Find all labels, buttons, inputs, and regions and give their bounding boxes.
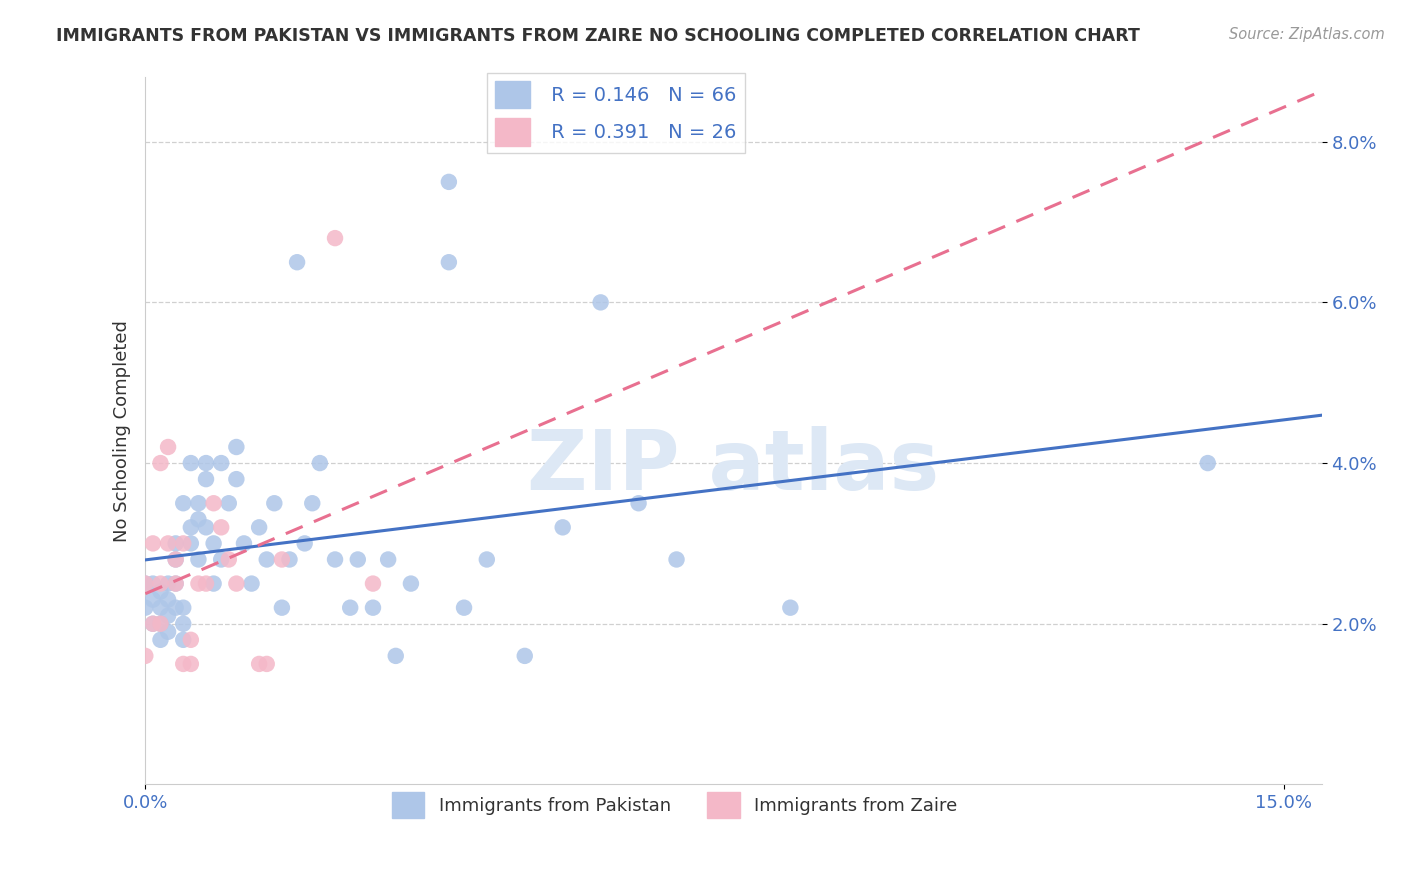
Point: [301, 496, 323, 510]
Point: [195, 472, 218, 486]
Point: [165, 536, 187, 550]
Point: [202, 496, 225, 510]
Point: [149, 576, 172, 591]
Point: [134, 600, 156, 615]
Point: [665, 552, 688, 566]
Point: [218, 552, 240, 566]
Point: [285, 255, 308, 269]
Point: [180, 632, 202, 647]
Point: [361, 576, 384, 591]
Point: [453, 600, 475, 615]
Point: [157, 536, 180, 550]
Point: [165, 600, 187, 615]
Point: [142, 616, 165, 631]
Point: [134, 576, 156, 591]
Point: [1197, 456, 1219, 470]
Point: [278, 552, 301, 566]
Point: [308, 456, 330, 470]
Point: [271, 600, 294, 615]
Point: [187, 512, 209, 526]
Point: [149, 632, 172, 647]
Point: [437, 255, 460, 269]
Text: ZIP atlas: ZIP atlas: [527, 425, 939, 507]
Point: [165, 576, 187, 591]
Point: [149, 600, 172, 615]
Point: [218, 496, 240, 510]
Point: [187, 552, 209, 566]
Point: [157, 624, 180, 639]
Point: [323, 231, 346, 245]
Point: [202, 536, 225, 550]
Y-axis label: No Schooling Completed: No Schooling Completed: [114, 320, 131, 541]
Point: [149, 584, 172, 599]
Point: [165, 552, 187, 566]
Point: [225, 576, 247, 591]
Point: [180, 536, 202, 550]
Point: [437, 175, 460, 189]
Point: [195, 520, 218, 534]
Point: [172, 496, 194, 510]
Point: [339, 600, 361, 615]
Point: [209, 456, 232, 470]
Point: [361, 600, 384, 615]
Legend: Immigrants from Pakistan, Immigrants from Zaire: Immigrants from Pakistan, Immigrants fro…: [385, 785, 965, 825]
Text: Source: ZipAtlas.com: Source: ZipAtlas.com: [1229, 27, 1385, 42]
Point: [134, 648, 156, 663]
Point: [202, 576, 225, 591]
Point: [195, 576, 218, 591]
Point: [142, 592, 165, 607]
Point: [225, 440, 247, 454]
Point: [346, 552, 368, 566]
Point: [377, 552, 399, 566]
Point: [172, 657, 194, 671]
Point: [187, 496, 209, 510]
Point: [149, 616, 172, 631]
Point: [627, 496, 650, 510]
Point: [779, 600, 801, 615]
Point: [165, 576, 187, 591]
Point: [172, 536, 194, 550]
Point: [209, 552, 232, 566]
Point: [195, 456, 218, 470]
Point: [589, 295, 612, 310]
Point: [157, 440, 180, 454]
Point: [142, 576, 165, 591]
Point: [172, 616, 194, 631]
Point: [142, 536, 165, 550]
Point: [399, 576, 422, 591]
Point: [149, 616, 172, 631]
Point: [513, 648, 536, 663]
Point: [256, 552, 278, 566]
Point: [149, 456, 172, 470]
Point: [142, 616, 165, 631]
Point: [240, 576, 263, 591]
Point: [172, 632, 194, 647]
Point: [225, 472, 247, 486]
Text: IMMIGRANTS FROM PAKISTAN VS IMMIGRANTS FROM ZAIRE NO SCHOOLING COMPLETED CORRELA: IMMIGRANTS FROM PAKISTAN VS IMMIGRANTS F…: [56, 27, 1140, 45]
Point: [157, 608, 180, 623]
Point: [209, 520, 232, 534]
Point: [187, 576, 209, 591]
Point: [233, 536, 256, 550]
Point: [475, 552, 498, 566]
Point: [180, 657, 202, 671]
Point: [247, 657, 270, 671]
Point: [180, 456, 202, 470]
Point: [134, 576, 156, 591]
Point: [271, 552, 294, 566]
Point: [247, 520, 270, 534]
Point: [256, 657, 278, 671]
Point: [551, 520, 574, 534]
Point: [263, 496, 285, 510]
Point: [180, 520, 202, 534]
Point: [172, 600, 194, 615]
Point: [165, 552, 187, 566]
Point: [294, 536, 316, 550]
Point: [157, 592, 180, 607]
Point: [384, 648, 406, 663]
Point: [157, 576, 180, 591]
Point: [323, 552, 346, 566]
